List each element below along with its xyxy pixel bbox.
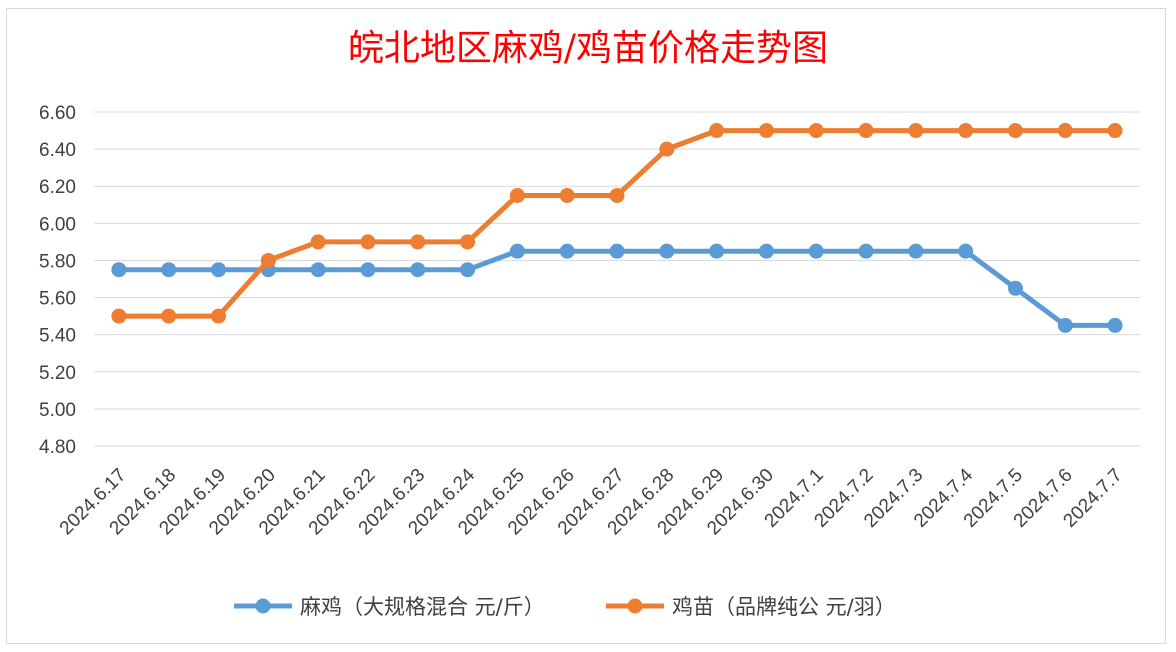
data-point	[609, 243, 625, 259]
data-point	[211, 262, 227, 278]
data-point	[709, 243, 725, 259]
data-point	[1107, 317, 1123, 333]
data-point	[908, 243, 924, 259]
data-point	[758, 243, 774, 259]
data-point	[111, 308, 127, 324]
legend-label: 鸡苗（品牌纯公 元/羽）	[672, 595, 896, 619]
data-point	[559, 243, 575, 259]
data-point	[310, 234, 326, 250]
legend-label: 麻鸡（大规格混合 元/斤）	[300, 595, 545, 619]
chart-title: 皖北地区麻鸡/鸡苗价格走势图	[348, 28, 828, 69]
data-point	[1057, 123, 1073, 139]
data-point	[1007, 280, 1023, 296]
data-point	[410, 234, 426, 250]
data-point	[260, 252, 276, 268]
legend-swatch-marker	[627, 598, 643, 614]
data-point	[958, 243, 974, 259]
data-point	[858, 243, 874, 259]
y-tick-label: 6.60	[39, 103, 76, 124]
chart-frame	[6, 8, 1166, 644]
data-point	[360, 234, 376, 250]
data-point	[659, 141, 675, 157]
data-point	[509, 188, 525, 203]
data-point	[509, 243, 525, 259]
data-point	[410, 262, 426, 278]
x-axis-ticks: 2024.6.172024.6.182024.6.192024.6.202024…	[56, 464, 1127, 539]
data-point	[460, 262, 476, 278]
data-point	[908, 123, 924, 139]
legend: 麻鸡（大规格混合 元/斤） 鸡苗（品牌纯公 元/羽）	[234, 595, 896, 619]
data-point	[460, 234, 476, 250]
data-point	[858, 123, 874, 139]
data-point	[758, 123, 774, 139]
data-point	[808, 243, 824, 259]
data-point	[1007, 123, 1023, 139]
data-point	[211, 308, 227, 324]
y-tick-label: 5.20	[39, 363, 76, 384]
data-point	[808, 123, 824, 139]
y-tick-label: 5.80	[39, 251, 76, 272]
y-tick-label: 5.00	[39, 400, 76, 421]
data-point	[310, 262, 326, 278]
grid-lines	[94, 111, 1140, 447]
data-point	[360, 262, 376, 278]
y-axis-ticks: 6.60 6.40 6.20 6.00 5.80 5.60 5.40 5.20 5.00 4.80	[39, 103, 76, 458]
y-tick-label: 6.40	[39, 140, 76, 161]
y-tick-label: 4.80	[39, 437, 76, 458]
y-tick-label: 5.60	[39, 289, 76, 310]
data-point	[161, 308, 177, 324]
series-layer	[111, 123, 1123, 333]
y-tick-label: 6.00	[39, 214, 76, 235]
data-point	[709, 123, 725, 139]
data-point	[1057, 317, 1073, 333]
legend-swatch-marker	[255, 598, 271, 614]
data-point	[111, 262, 127, 278]
data-point	[1107, 123, 1123, 139]
data-point	[161, 262, 177, 278]
data-point	[958, 123, 974, 139]
data-point	[609, 188, 625, 203]
data-point	[559, 188, 575, 203]
y-tick-label: 5.40	[39, 326, 76, 347]
data-point	[659, 243, 675, 259]
y-tick-label: 6.20	[39, 177, 76, 198]
